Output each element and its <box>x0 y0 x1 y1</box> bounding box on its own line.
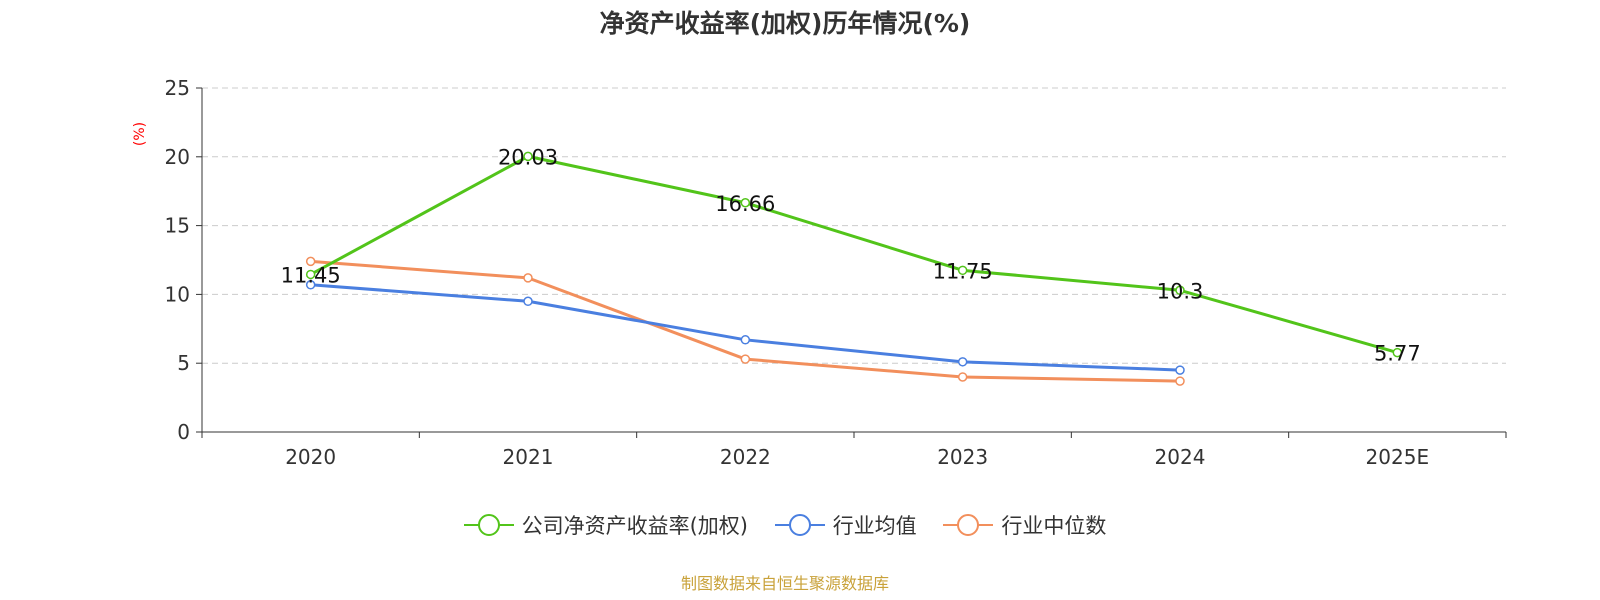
data-label: 20.03 <box>498 145 558 169</box>
data-label: 11.45 <box>281 263 341 287</box>
data-point-1 <box>957 357 968 367</box>
y-tick-label: 10 <box>165 282 190 306</box>
data-point-0 <box>957 265 968 276</box>
legend: 公司净资产收益率(加权) 行业均值 行业中位数 <box>0 510 1570 542</box>
data-point-2 <box>1175 376 1185 386</box>
data-point-2 <box>740 354 751 364</box>
data-point-1 <box>1175 365 1185 375</box>
legend-item-industry-median[interactable]: 行业中位数 <box>943 510 1106 540</box>
x-tick-label: 2020 <box>285 445 336 469</box>
x-tick-label: 2024 <box>1155 445 1206 469</box>
source-note: 制图数据来自恒生聚源数据库 <box>680 574 889 593</box>
data-point-0 <box>1392 347 1403 358</box>
x-tick-label: 2021 <box>503 445 554 469</box>
y-tick-label: 0 <box>177 420 190 444</box>
data-point-1 <box>523 296 533 307</box>
data-label: 10.3 <box>1157 279 1204 303</box>
y-tick-label: 5 <box>177 351 190 375</box>
data-point-0 <box>523 151 533 162</box>
legend-label-company-roe: 公司净资产收益率(加权) <box>521 514 748 538</box>
x-tick-label: 2022 <box>720 445 771 469</box>
legend-item-company-roe[interactable]: 公司净资产收益率(加权) <box>463 510 748 540</box>
series-line-0 <box>309 154 1398 355</box>
data-point-0 <box>740 198 751 208</box>
legend-symbol-industry-median <box>943 513 994 537</box>
chart-title: 净资产收益率(加权)历年情况(%) <box>599 9 971 38</box>
legend-label-industry-mean: 行业均值 <box>832 514 917 538</box>
x-tick-label: 2025E <box>1366 445 1430 469</box>
data-point-0 <box>1175 285 1185 296</box>
data-point-0 <box>305 269 316 280</box>
legend-symbol-industry-mean <box>774 513 825 537</box>
y-tick-label: 25 <box>165 76 190 100</box>
x-tick-label: 2023 <box>937 445 988 469</box>
y-tick-label: 20 <box>165 145 190 169</box>
data-point-2 <box>957 372 968 382</box>
data-point-2 <box>305 256 316 267</box>
y-tick-label: 15 <box>165 214 190 238</box>
data-point-2 <box>523 273 533 283</box>
data-point-1 <box>305 280 316 290</box>
data-label: 16.66 <box>715 192 775 216</box>
legend-label-industry-median: 行业中位数 <box>1001 514 1107 538</box>
data-point-1 <box>740 335 751 345</box>
legend-symbol-company-roe <box>463 513 514 537</box>
data-label: 5.77 <box>1374 342 1421 366</box>
data-label: 11.75 <box>933 259 993 283</box>
legend-item-industry-mean[interactable]: 行业均值 <box>774 510 917 540</box>
